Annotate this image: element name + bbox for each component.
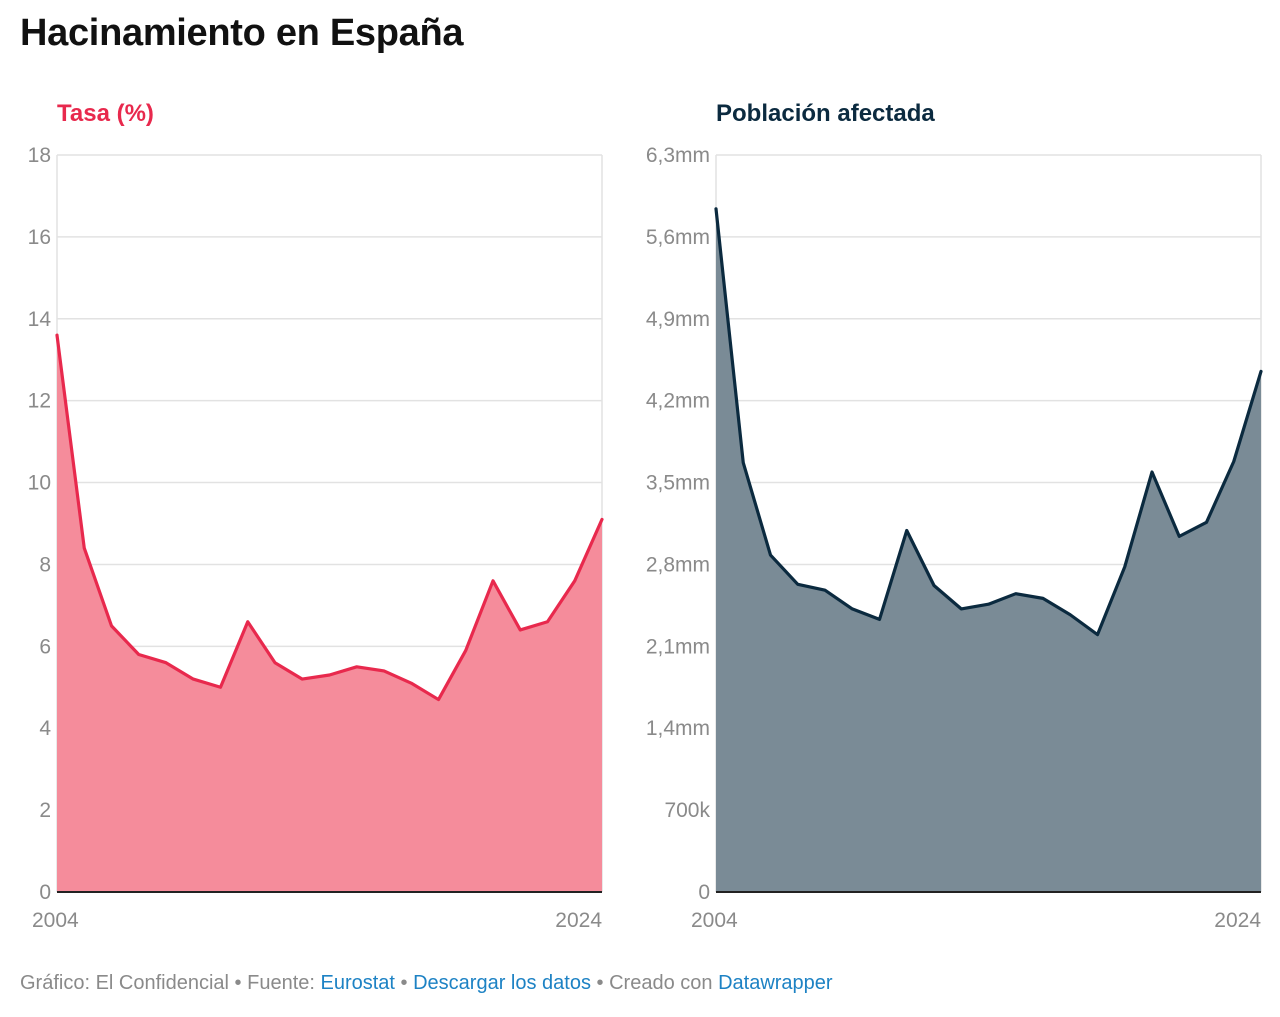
rate-data-point	[55, 333, 59, 337]
population-data-point	[1068, 613, 1072, 617]
population-data-point	[850, 607, 854, 611]
rate-panel-title: Tasa (%)	[57, 100, 154, 127]
footer-created-label: Creado con	[609, 972, 719, 994]
population-y-tick-label: 2,1mm	[646, 635, 710, 658]
population-y-tick-label: 700k	[664, 799, 710, 822]
population-area	[716, 208, 1261, 893]
rate-data-point	[355, 665, 359, 669]
population-data-point	[932, 584, 936, 588]
rate-data-point	[273, 661, 277, 665]
population-y-tick-label: 2,8mm	[646, 553, 710, 576]
rate-chart: 0 2 4 6 8 10 12 14 16 18 2004 2024	[28, 144, 604, 932]
population-data-point	[1205, 520, 1209, 524]
footer-separator: •	[394, 972, 414, 994]
rate-data-point	[164, 661, 168, 665]
rate-data-point	[300, 677, 304, 681]
population-series-line	[714, 207, 1263, 637]
rate-data-point	[464, 648, 468, 652]
rate-series-line	[55, 333, 604, 702]
population-data-point	[1014, 592, 1018, 596]
population-y-tick-label: 6,3mm	[646, 144, 710, 167]
population-y-tick-label: 1,4mm	[646, 717, 710, 740]
rate-y-tick-label: 14	[28, 308, 52, 331]
rate-y-tick-label: 18	[28, 144, 51, 167]
population-x-tick-label: 2004	[691, 909, 738, 932]
rate-y-tick-label: 8	[39, 553, 51, 576]
population-data-point	[905, 529, 909, 533]
rate-y-tick-label: 0	[39, 881, 51, 904]
rate-data-point	[382, 669, 386, 673]
population-data-point	[741, 461, 745, 465]
population-y-tick-label: 5,6mm	[646, 226, 710, 249]
population-data-point	[1123, 565, 1127, 569]
population-data-point	[714, 207, 718, 211]
rate-y-tick-label: 6	[39, 635, 51, 658]
rate-data-point	[546, 620, 550, 624]
population-data-point	[878, 617, 882, 621]
population-y-tick-label: 3,5mm	[646, 472, 710, 495]
rate-data-point	[246, 620, 250, 624]
population-data-point	[796, 582, 800, 586]
rate-y-tick-label: 12	[28, 390, 51, 413]
rate-data-point	[219, 685, 223, 689]
population-data-point	[1259, 369, 1263, 373]
rate-area	[57, 335, 602, 893]
rate-data-point	[600, 517, 604, 521]
rate-data-point	[110, 624, 114, 628]
eurostat-link[interactable]: Eurostat	[320, 972, 395, 994]
rate-data-point	[191, 677, 195, 681]
population-data-point	[769, 553, 773, 557]
population-x-tick-label: 2024	[1214, 909, 1261, 932]
population-data-point	[1041, 596, 1045, 600]
rate-y-tick-label: 16	[28, 226, 51, 249]
population-data-point	[1177, 534, 1181, 538]
footer-separator: •	[590, 972, 610, 994]
population-y-tick-label: 4,2mm	[646, 390, 710, 413]
rate-data-point	[573, 579, 577, 583]
rate-data-point	[437, 698, 441, 702]
rate-data-point	[491, 579, 495, 583]
population-data-point	[959, 607, 963, 611]
charts-canvas: 0 2 4 6 8 10 12 14 16 18 2004 2024 0 700k 1,4mm 2,1mm 2…	[28, 144, 1263, 932]
population-data-point	[987, 602, 991, 606]
population-y-tick-label: 4,9mm	[646, 308, 710, 331]
population-data-point	[823, 588, 827, 592]
rate-x-tick-label: 2024	[555, 909, 602, 932]
rate-data-point	[409, 681, 413, 685]
footer-separator: •	[228, 972, 248, 994]
rate-x-tick-label: 2004	[32, 909, 79, 932]
rate-data-point	[82, 546, 86, 550]
rate-data-point	[518, 628, 522, 632]
population-panel-title: Población afectada	[716, 100, 935, 127]
footer-source-label: Fuente:	[247, 972, 321, 994]
population-data-point	[1232, 459, 1236, 463]
rate-y-tick-label: 4	[39, 717, 51, 740]
population-chart: 0 700k 1,4mm 2,1mm 2,8mm 3,5mm 4,2mm 4,9mm 5,6mm…	[646, 144, 1263, 932]
population-data-point	[1150, 470, 1154, 474]
rate-y-tick-label: 10	[28, 472, 51, 495]
footer: Gráfico: El Confidencial • Fuente: Euros…	[20, 972, 833, 995]
rate-y-tick-label: 2	[39, 799, 51, 822]
chart-title: Hacinamiento en España	[20, 12, 464, 54]
rate-data-point	[328, 673, 332, 677]
datawrapper-link[interactable]: Datawrapper	[718, 972, 833, 994]
download-data-link[interactable]: Descargar los datos	[413, 972, 591, 994]
population-data-point	[1096, 633, 1100, 637]
population-y-tick-label: 0	[698, 881, 710, 904]
rate-data-point	[137, 653, 141, 657]
footer-credit: Gráfico: El Confidencial	[20, 972, 229, 994]
